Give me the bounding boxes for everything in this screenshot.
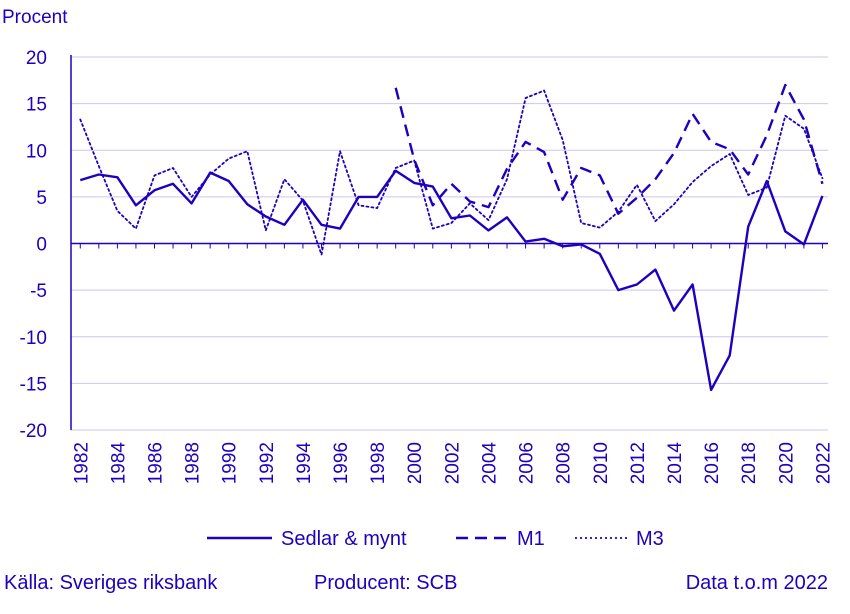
x-tick-label: 2018 (739, 442, 760, 484)
legend-label: M3 (636, 528, 664, 550)
x-tick-label: 1986 (145, 442, 166, 484)
legend-label: Sedlar & mynt (281, 528, 407, 550)
x-tick-label: 1998 (368, 442, 389, 484)
y-tick-label: 15 (26, 95, 47, 116)
line-chart: Procent 20 15 10 5 0 -5 -10 -15 -20 1982 1984 1986… (2, 7, 834, 550)
x-tick-label: 2004 (479, 442, 500, 485)
series-line-m1 (394, 83, 824, 215)
x-tick-label: 2014 (665, 442, 686, 485)
series-line-m3 (79, 89, 824, 256)
x-tick-label: 1988 (183, 442, 204, 484)
x-tick-label: 2006 (517, 442, 538, 484)
axes (70, 55, 828, 430)
data-period-label: Data t.o.m 2022 (685, 572, 828, 594)
producer-label: Producent: SCB (314, 572, 458, 594)
gridlines (71, 56, 828, 431)
unit-label: Procent (2, 7, 68, 28)
x-tick-label: 2022 (813, 442, 834, 484)
x-tick-label: 1992 (257, 442, 278, 484)
x-tick-label: 2008 (554, 442, 575, 484)
y-tick-label: -20 (20, 421, 47, 442)
y-axis-tick-labels: 20 15 10 5 0 -5 -10 -15 -20 (20, 48, 47, 442)
source-label: Källa: Sveriges riksbank (4, 572, 218, 594)
x-tick-label: 2020 (776, 442, 797, 484)
x-axis-tick-labels: 1982 1984 1986 1988 1990 1992 1994 1996 1998 2000… (71, 442, 834, 485)
y-tick-label: 5 (36, 188, 47, 209)
y-tick-label: 20 (26, 48, 47, 69)
x-tick-label: 1984 (108, 442, 129, 485)
legend-label: M1 (517, 528, 545, 550)
x-tick-label: 1994 (294, 442, 315, 485)
y-tick-label: -10 (20, 328, 47, 349)
x-tick-label: 1996 (331, 442, 352, 484)
legend: Sedlar & mynt M1 M3 (207, 528, 664, 550)
x-tick-label: 2010 (591, 442, 612, 484)
y-tick-label: -5 (30, 281, 47, 302)
x-tick-label: 2000 (405, 442, 426, 484)
series-line-sedlar-mynt (79, 169, 824, 392)
x-tick-label: 2012 (628, 442, 649, 484)
y-tick-label: 10 (26, 141, 47, 162)
x-tick-label: 1982 (71, 442, 92, 484)
x-tick-label: 2016 (702, 442, 723, 484)
series-lines (79, 83, 824, 392)
x-tick-label: 1990 (220, 442, 241, 484)
x-tick-label: 2002 (442, 442, 463, 484)
y-tick-label: 0 (36, 235, 47, 256)
y-tick-label: -15 (20, 374, 47, 395)
